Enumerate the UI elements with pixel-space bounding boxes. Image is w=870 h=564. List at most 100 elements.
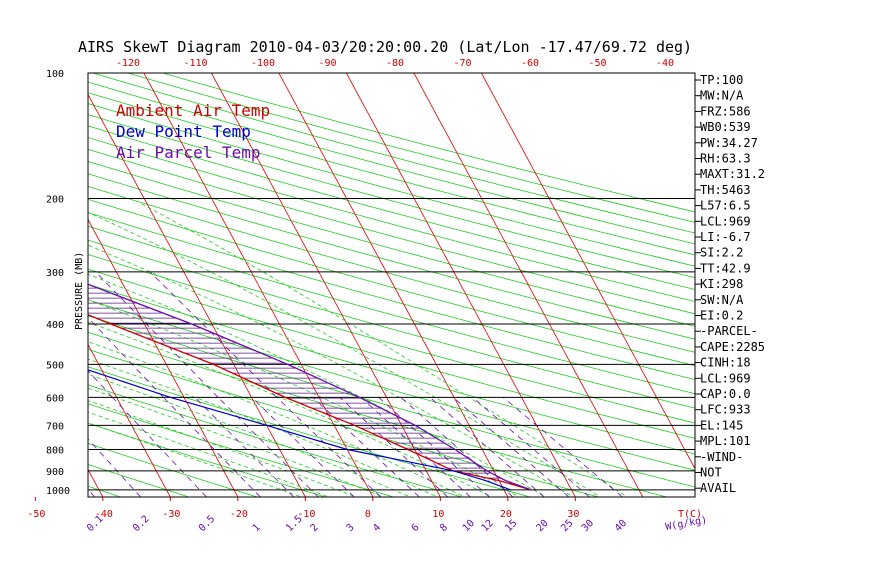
y-axis-label: PRESSURE (MB) [74,252,85,330]
ambient-air-temp-point [110,323,112,325]
mixing-ratio-tick-label: 1 [251,522,263,534]
dry-adiabat-line [88,348,599,497]
dry-adiabat-line [88,384,463,497]
stat-item: MAXT:31.2 [700,167,765,181]
ambient-air-temp-point [407,448,409,451]
top-temp-tick-label: -60 [521,58,539,69]
mixing-ratio-line [95,271,219,398]
moist-adiabat-line [88,387,385,497]
stat-item: MW:N/A [700,89,744,103]
dry-adiabat-line [88,212,695,380]
dry-adiabat-line [88,253,695,424]
moist-adiabat-line [88,273,547,497]
profile-series [88,283,532,491]
bottom-temp-tick-label: 0 [365,509,371,520]
moist-adiabat-line [88,299,520,497]
legend: Ambient Air Temp Dew Point Temp Air Parcel… [116,101,270,162]
pressure-tick-label: 300 [46,268,64,279]
mixing-ratio-line [276,397,381,497]
mixing-ratio-tick-label: 0.5 [197,514,218,535]
pressure-tick-label: 400 [46,320,64,331]
air-parcel-temp-point [454,448,456,451]
bottom-temp-tick-label: 30 [567,509,579,520]
air-parcel-temp-point [414,424,416,426]
dew-point-temp-point [510,489,512,491]
dry-adiabat-line [88,268,695,439]
stat-item: SW:N/A [700,293,744,307]
pressure-tick-label: 500 [46,360,64,371]
mixing-ratio-line [360,397,471,497]
air-parcel-temp-point [287,363,289,365]
isotherm-line [278,73,509,497]
mixing-ratio-tick-label: 3 [345,522,357,534]
dry-adiabat-line [88,225,695,395]
pressure-tick-label: 800 [46,445,64,456]
stat-item: LI:-6.7 [700,230,751,244]
dry-adiabat-line [88,422,326,497]
stat-item: TP:100 [700,73,743,87]
air-parcel-temp-point [530,489,532,491]
dry-adiabat-line [88,403,394,497]
pressure-tick-label: 600 [46,393,64,404]
chart-title: AIRS SkewT Diagram 2010-04-03/20:20:00.2… [78,38,692,56]
mixing-ratio-line [312,397,420,497]
air-parcel-temp-line [88,283,532,491]
top-temp-tick-label: -70 [454,58,472,69]
dew-point-temp-point [266,424,268,426]
stat-item: CAP:0.0 [700,387,751,401]
stat-item: -WIND- [700,450,743,464]
stat-item: PW:34.27 [700,136,758,150]
pressure-tick-label: 900 [46,467,64,478]
isotherm-line [413,73,644,497]
stat-item: MPL:101 [700,434,751,448]
top-temp-tick-label: -80 [386,58,404,69]
top-temp-tick-label: -40 [656,58,674,69]
bottom-temp-tick-label: 10 [432,509,444,520]
stat-item: WB0:539 [700,120,751,134]
stat-item: LCL:969 [700,214,751,228]
dry-adiabat-line [88,485,121,497]
bottom-temp-tick-label: -30 [162,509,180,520]
dry-adiabat-line [88,366,531,497]
bottom-temp-tick-label: 20 [500,509,512,520]
pressure-tick-label: 1000 [46,486,70,497]
dry-adiabat-line [88,160,695,327]
mixing-ratio-line [452,397,570,497]
isotherm-line [0,73,35,497]
dry-adiabat-line [162,73,695,213]
isotherm-line [88,468,104,497]
stat-item: LCL:969 [700,371,751,385]
moist-adiabat-line [88,422,303,497]
pressure-tick-label: 100 [46,69,64,80]
stat-item: SI:2.2 [700,246,743,260]
dry-adiabat-lines [88,73,695,497]
mixing-ratio-tick-label: 25 [559,518,575,534]
bottom-temp-tick-label: -40 [95,509,113,520]
legend-item-ambient-air-temp: Ambient Air Temp [116,101,270,120]
legend-item-air-parcel-temp: Air Parcel Temp [116,143,261,162]
dew-point-temp-point [346,448,348,451]
mixing-ratio-tick-label: 6 [410,522,422,534]
dry-adiabat-line [88,331,667,497]
x-axis-unit-label: T(C) [678,509,702,520]
stat-item: CAPE:2285 [700,340,765,354]
mixing-ratio-unit-label: W(g/kg) [665,515,708,533]
ambient-air-temp-point [498,480,500,482]
pressure-tick-label: 200 [46,194,64,205]
mixing-ratio-line [112,397,207,497]
mixing-ratio-tick-label: 12 [480,518,496,534]
top-temp-tick-label: -50 [589,58,607,69]
isotherm-lines [0,73,695,497]
moist-adiabat-line [88,373,412,497]
isotherm-line [88,343,171,497]
mixing-ratio-line [502,397,623,497]
isotherm-line [346,73,576,497]
top-temp-tick-label: -90 [319,58,337,69]
mixing-ratio-tick-label: 20 [534,518,550,534]
mixing-ratio-line [400,397,514,497]
mixing-ratio-tick-label: 8 [438,522,450,534]
mixing-ratio-line [217,397,319,497]
ambient-air-temp-line [88,314,532,491]
dry-adiabat-line [88,137,695,302]
